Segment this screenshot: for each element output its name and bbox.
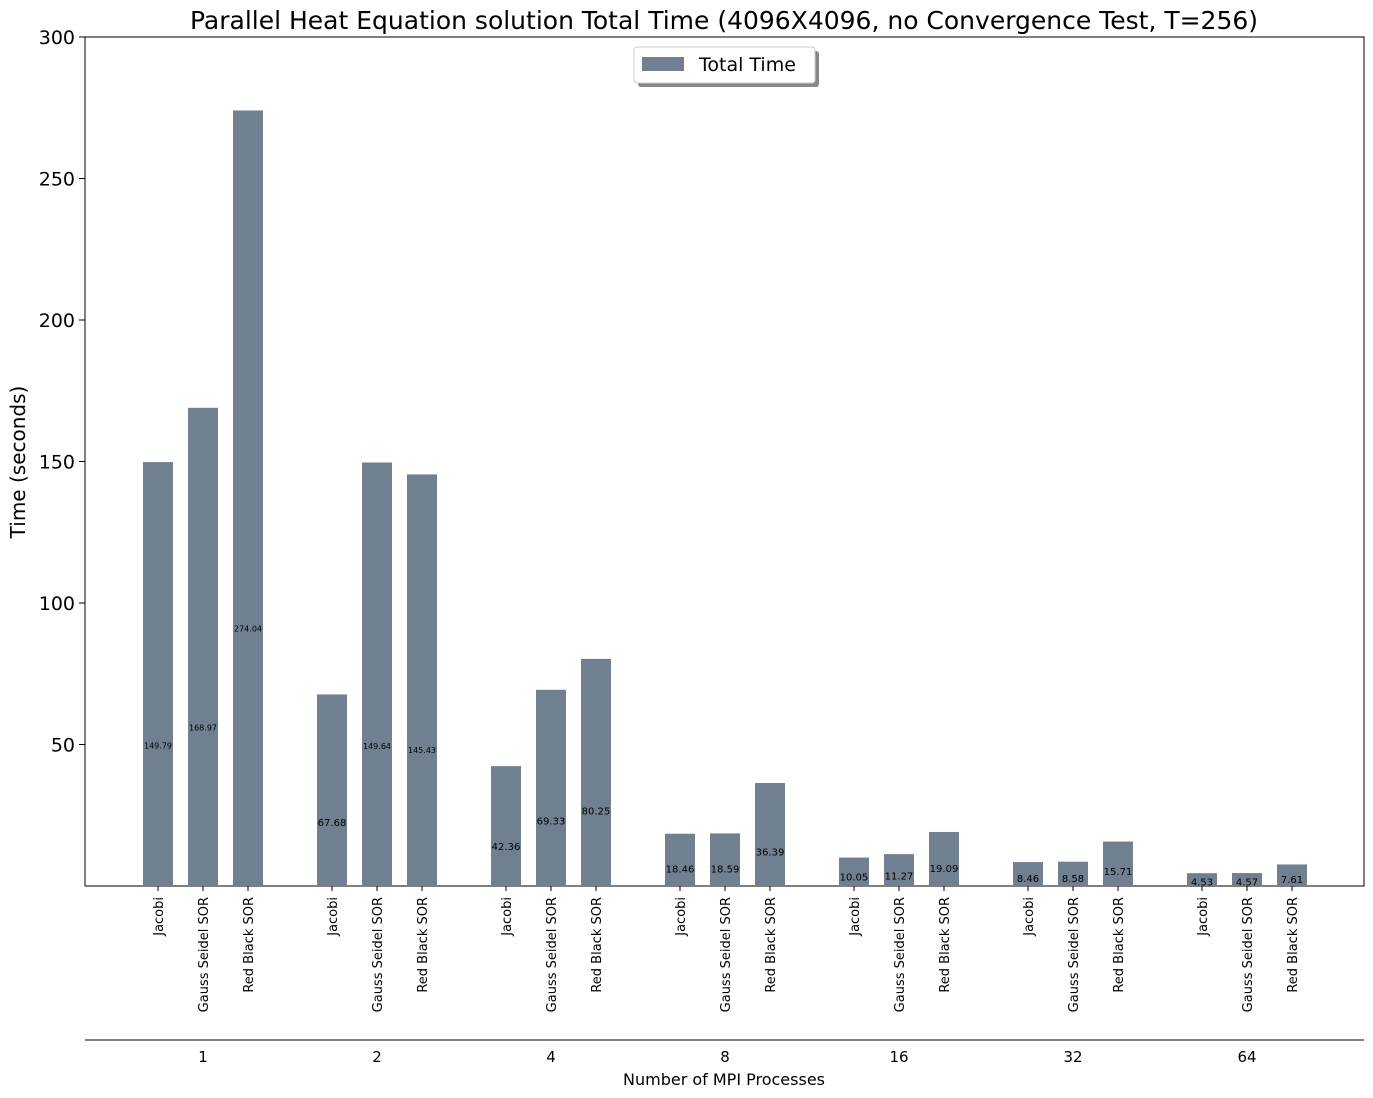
legend-label: Total Time	[698, 54, 796, 76]
data-label: 11.27	[885, 871, 914, 882]
category-tick-label: Jacobi	[674, 897, 689, 937]
y-tick-label: 300	[39, 27, 75, 49]
category-tick-label: Red Black SOR	[1112, 897, 1127, 993]
bar	[536, 689, 566, 886]
data-label: 8.58	[1062, 874, 1084, 885]
group-label: 32	[1063, 1048, 1082, 1066]
chart-title: Parallel Heat Equation solution Total Ti…	[190, 6, 1258, 35]
data-label: 19.09	[930, 864, 959, 875]
bar	[884, 854, 914, 886]
category-tick-label: Jacobi	[326, 897, 341, 937]
group-label: 16	[889, 1048, 908, 1066]
bar	[1232, 873, 1262, 886]
y-axis-label: Time (seconds)	[6, 386, 30, 540]
y-tick-label: 100	[39, 593, 75, 615]
category-tick-label: Jacobi	[500, 897, 515, 937]
bar	[1103, 841, 1133, 886]
category-tick-label: Jacobi	[1196, 897, 1211, 937]
category-tick-label: Gauss Seidel SOR	[197, 897, 212, 1012]
category-tick-label: Gauss Seidel SOR	[545, 897, 560, 1012]
bar	[188, 407, 218, 886]
bar	[1013, 862, 1043, 886]
category-tick-label: Red Black SOR	[242, 897, 257, 993]
category-tick-label: Red Black SOR	[938, 897, 953, 993]
x-axis-label: Number of MPI Processes	[623, 1070, 825, 1089]
group-label: 8	[720, 1048, 730, 1066]
data-label: 42.36	[492, 842, 521, 853]
y-tick-label: 150	[39, 452, 75, 474]
category-tick-label: Red Black SOR	[590, 897, 605, 993]
data-label: 4.57	[1236, 878, 1258, 889]
data-label: 18.59	[711, 864, 740, 875]
bar	[317, 694, 347, 886]
data-label: 149.64	[363, 742, 391, 751]
legend-box	[633, 46, 816, 84]
data-label: 145.43	[408, 746, 436, 755]
data-label: 10.05	[840, 873, 869, 884]
category-tick-label: Jacobi	[152, 897, 167, 937]
data-label: 80.25	[582, 806, 611, 817]
category-tick-label: Jacobi	[848, 897, 863, 937]
bar	[362, 462, 392, 886]
bar	[929, 831, 959, 886]
category-tick-label: Red Black SOR	[764, 897, 779, 993]
bar	[665, 833, 695, 886]
bars	[143, 110, 1307, 886]
group-label: 1	[198, 1048, 208, 1066]
bar	[1187, 873, 1217, 886]
bar	[407, 474, 437, 886]
category-tick-label: Jacobi	[1022, 897, 1037, 937]
bar	[1277, 864, 1307, 886]
bar	[839, 857, 869, 886]
group-label: 4	[546, 1048, 556, 1066]
category-tick-label: Gauss Seidel SOR	[1241, 897, 1256, 1012]
data-label: 8.46	[1017, 874, 1039, 885]
bar	[143, 462, 173, 886]
legend-swatch	[642, 57, 684, 71]
category-tick-label: Gauss Seidel SOR	[893, 897, 908, 1012]
data-label: 168.97	[189, 724, 217, 733]
bar	[581, 658, 611, 886]
bar	[1058, 861, 1088, 886]
plot-area	[84, 36, 1365, 887]
bar	[233, 110, 263, 886]
category-tick-label: Red Black SOR	[1286, 897, 1301, 993]
bar	[491, 766, 521, 886]
category-tick-label: Gauss Seidel SOR	[1067, 897, 1082, 1012]
category-labels: Jacobi Gauss Seidel SOR Red Black SOR Jacob…	[152, 886, 1301, 1012]
data-label: 69.33	[537, 817, 566, 828]
data-label: 4.53	[1191, 878, 1213, 889]
data-label: 274.04	[234, 624, 262, 633]
category-tick-label: Gauss Seidel SOR	[719, 897, 734, 1012]
bar	[710, 833, 740, 886]
data-label: 7.61	[1281, 875, 1303, 886]
y-axis: 50 100 150 200 250 300	[39, 27, 85, 757]
data-label: 18.46	[666, 865, 695, 876]
bar	[755, 783, 785, 886]
y-tick-label: 50	[51, 735, 75, 757]
category-tick-label: Red Black SOR	[416, 897, 431, 993]
data-label: 15.71	[1104, 867, 1133, 878]
data-labels: 149.79 168.97 274.04 67.68 149.64 145.43 42.36…	[144, 624, 1303, 888]
plot-frame	[84, 36, 1365, 887]
group-label: 2	[372, 1048, 382, 1066]
y-tick-label: 250	[39, 169, 75, 191]
category-tick-label: Gauss Seidel SOR	[371, 897, 386, 1012]
data-label: 67.68	[318, 818, 347, 829]
data-label: 149.79	[144, 742, 172, 751]
legend: Total Time	[633, 46, 819, 87]
group-label: 64	[1237, 1048, 1256, 1066]
y-tick-label: 200	[39, 310, 75, 332]
data-label: 36.39	[756, 848, 785, 859]
group-labels: 1 2 4 8 16 32 64	[198, 1048, 1256, 1066]
